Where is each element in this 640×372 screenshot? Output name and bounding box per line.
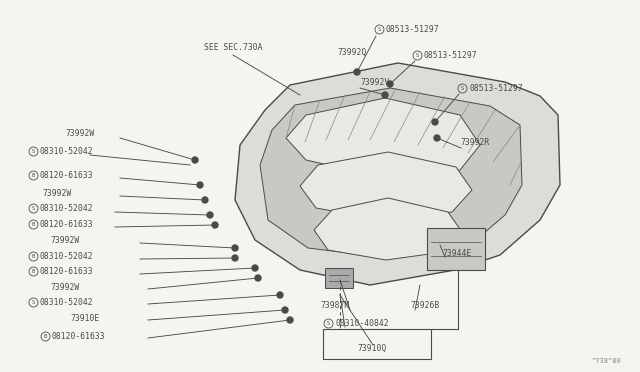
Polygon shape bbox=[314, 198, 462, 260]
Text: B: B bbox=[44, 334, 47, 339]
Circle shape bbox=[197, 182, 203, 188]
Polygon shape bbox=[235, 63, 560, 285]
Text: 08120-61633: 08120-61633 bbox=[52, 332, 106, 341]
Circle shape bbox=[382, 92, 388, 98]
Text: B: B bbox=[32, 254, 35, 259]
Circle shape bbox=[232, 245, 238, 251]
Circle shape bbox=[255, 275, 261, 281]
Bar bbox=[427, 228, 485, 270]
Bar bbox=[323, 329, 431, 359]
Text: B: B bbox=[32, 222, 35, 227]
Text: SEE SEC.730A: SEE SEC.730A bbox=[204, 43, 262, 52]
Text: 08513-51297: 08513-51297 bbox=[424, 51, 477, 60]
Text: ^738^80: ^738^80 bbox=[592, 358, 622, 364]
Text: S: S bbox=[32, 300, 35, 305]
Text: 73992V: 73992V bbox=[360, 78, 389, 87]
Circle shape bbox=[387, 81, 393, 87]
Circle shape bbox=[277, 292, 283, 298]
Text: S: S bbox=[461, 86, 464, 91]
Text: 73992Q: 73992Q bbox=[337, 48, 366, 57]
Circle shape bbox=[202, 197, 208, 203]
Text: S: S bbox=[32, 206, 35, 211]
Circle shape bbox=[232, 255, 238, 261]
Circle shape bbox=[287, 317, 293, 323]
Text: S: S bbox=[32, 149, 35, 154]
Polygon shape bbox=[260, 88, 522, 258]
Text: 08310-52042: 08310-52042 bbox=[40, 298, 93, 307]
Text: S: S bbox=[327, 321, 330, 326]
Text: 73992W: 73992W bbox=[42, 189, 71, 198]
Text: 73992R: 73992R bbox=[460, 138, 489, 147]
Circle shape bbox=[212, 222, 218, 228]
Text: B: B bbox=[32, 269, 35, 274]
Circle shape bbox=[432, 119, 438, 125]
Bar bbox=[325, 268, 353, 288]
Circle shape bbox=[192, 157, 198, 163]
Text: 08120-61633: 08120-61633 bbox=[40, 220, 93, 229]
Text: 08513-51297: 08513-51297 bbox=[469, 84, 523, 93]
Text: 08120-61633: 08120-61633 bbox=[40, 171, 93, 180]
Circle shape bbox=[282, 307, 288, 313]
Text: 73992W: 73992W bbox=[65, 129, 94, 138]
Circle shape bbox=[434, 135, 440, 141]
Text: S: S bbox=[416, 53, 419, 58]
Text: 08310-52042: 08310-52042 bbox=[40, 252, 93, 261]
Text: S: S bbox=[378, 27, 381, 32]
Circle shape bbox=[354, 69, 360, 75]
Text: 73910Q: 73910Q bbox=[357, 344, 387, 353]
Polygon shape bbox=[300, 152, 472, 220]
Text: 73910E: 73910E bbox=[70, 314, 99, 323]
Text: 08310-52042: 08310-52042 bbox=[40, 147, 93, 156]
Circle shape bbox=[252, 265, 258, 271]
Circle shape bbox=[207, 212, 213, 218]
Text: 73992W: 73992W bbox=[50, 236, 79, 245]
Text: 73992W: 73992W bbox=[50, 283, 79, 292]
Text: 73944E: 73944E bbox=[442, 249, 471, 258]
Text: B: B bbox=[32, 173, 35, 178]
Text: 08513-51297: 08513-51297 bbox=[386, 25, 440, 34]
Text: 08310-52042: 08310-52042 bbox=[40, 204, 93, 213]
Text: 08310-40842: 08310-40842 bbox=[335, 319, 388, 328]
Polygon shape bbox=[286, 98, 480, 178]
Text: 73987M: 73987M bbox=[320, 301, 349, 310]
Text: 73926B: 73926B bbox=[410, 301, 439, 310]
Text: 08120-61633: 08120-61633 bbox=[40, 267, 93, 276]
